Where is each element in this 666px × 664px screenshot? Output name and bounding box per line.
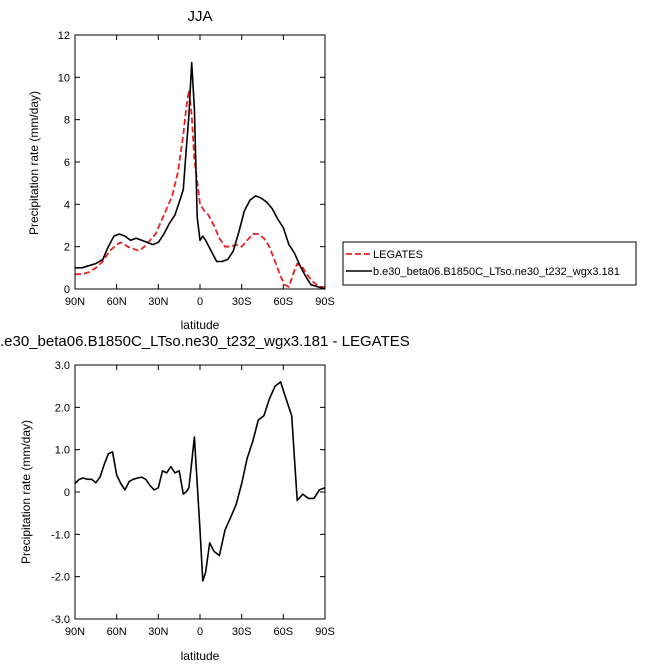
top-y-tick-label: 4 <box>64 199 70 211</box>
top-x-tick-label: 60N <box>107 296 127 308</box>
bottom-x-axis-label: latitude <box>181 649 220 663</box>
legend-box <box>342 241 637 286</box>
top-y-axis-label: Precipitation rate (mm/day) <box>27 91 41 235</box>
bottom-series-line-1 <box>74 381 326 582</box>
top-chart-title: JJA <box>187 8 212 25</box>
top-x-tick-label: 30S <box>232 296 252 308</box>
bottom-plot-frame <box>74 364 326 620</box>
top-x-axis-label: latitude <box>181 318 220 332</box>
top-x-tick-label: 30N <box>148 296 168 308</box>
bottom-x-tick-label: 60N <box>107 626 127 638</box>
bottom-y-tick-label: 0 <box>64 487 70 499</box>
bottom-series-lines <box>74 381 326 582</box>
top-x-tick-label: 60S <box>274 296 294 308</box>
top-panel: JJA Precipitation rate (mm/day) latitude… <box>27 8 335 332</box>
top-y-tick-label: 0 <box>64 284 70 296</box>
bottom-x-tick-label: 30N <box>148 626 168 638</box>
top-series-line-1 <box>75 89 325 288</box>
top-axis-ticks: 90N 60N 30N 0 30S 60S 90S 0 2 4 6 8 10 12 <box>58 30 335 308</box>
top-y-tick-label: 12 <box>58 30 70 42</box>
bottom-y-tick-label: 1.0 <box>55 445 70 457</box>
bottom-y-tick-label: -2.0 <box>51 572 70 584</box>
bottom-y-tick-label: 3.0 <box>55 360 70 372</box>
bottom-x-tick-label: 90N <box>65 626 85 638</box>
bottom-chart-title: .e30_beta06.B1850C_LTso.ne30_t232_wgx3.1… <box>0 333 410 350</box>
bottom-axis-ticks: 90N 60N 30N 0 30S 60S 90S -3.0 -2.0 -1.0 0 1.0 2.0 3.… <box>51 360 335 638</box>
bottom-y-tick-label: -3.0 <box>51 614 70 626</box>
top-y-tick-label: 6 <box>64 157 70 169</box>
top-y-tick-label: 8 <box>64 115 70 127</box>
top-x-tick-label: 0 <box>197 296 203 308</box>
top-series-line-2 <box>75 61 326 290</box>
top-series-lines <box>75 61 326 290</box>
bottom-x-tick-label: 60S <box>274 626 294 638</box>
top-plot-frame <box>74 34 326 290</box>
legend-label-model: b.e30_beta06.B1850C_LTso.ne30_t232_wgx3.… <box>373 266 620 278</box>
top-x-tick-label: 90S <box>315 296 335 308</box>
top-y-tick-label: 10 <box>58 72 70 84</box>
bottom-x-tick-label: 90S <box>315 626 335 638</box>
bottom-x-tick-label: 30S <box>232 626 252 638</box>
top-y-tick-label: 2 <box>64 242 70 254</box>
bottom-y-tick-label: 2.0 <box>55 402 70 414</box>
bottom-x-tick-label: 0 <box>197 626 203 638</box>
bottom-y-axis-label: Precipitation rate (mm/day) <box>19 420 33 564</box>
legend: LEGATES b.e30_beta06.B1850C_LTso.ne30_t2… <box>342 241 637 286</box>
bottom-panel: .e30_beta06.B1850C_LTso.ne30_t232_wgx3.1… <box>0 333 410 663</box>
top-x-tick-label: 90N <box>65 296 85 308</box>
bottom-y-tick-label: -1.0 <box>51 529 70 541</box>
legend-label-legates: LEGATES <box>373 249 423 261</box>
